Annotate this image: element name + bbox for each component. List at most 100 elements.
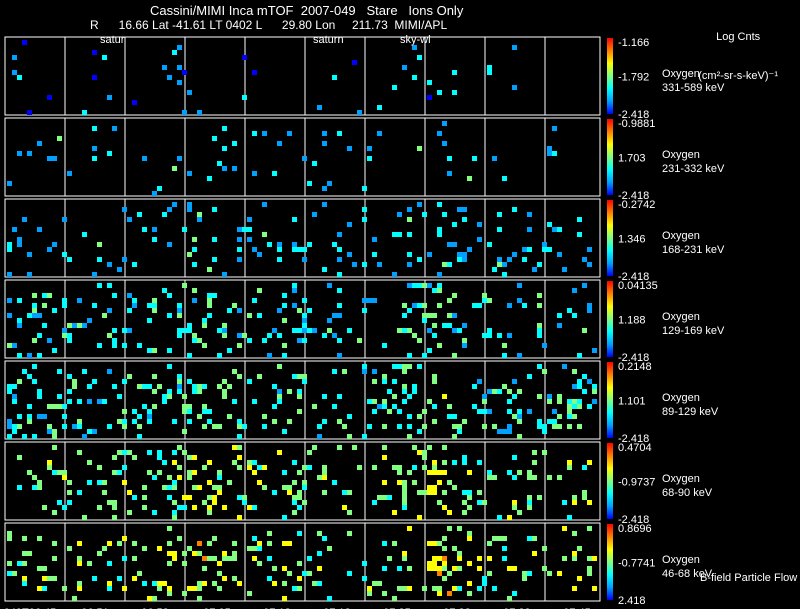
count-cell bbox=[382, 424, 387, 429]
count-cell bbox=[517, 409, 522, 414]
count-cell bbox=[212, 536, 217, 541]
count-cell bbox=[187, 379, 192, 384]
count-cell bbox=[537, 394, 542, 399]
count-cell bbox=[587, 308, 592, 313]
count-cell bbox=[302, 485, 307, 490]
count-cell bbox=[267, 541, 272, 546]
count-cell bbox=[362, 207, 367, 212]
count-cell bbox=[52, 445, 57, 450]
count-cell bbox=[317, 105, 322, 110]
count-cell bbox=[557, 252, 562, 257]
count-cell bbox=[337, 131, 342, 136]
count-cell bbox=[407, 217, 412, 222]
count-cell bbox=[417, 490, 422, 495]
count-cell bbox=[417, 515, 422, 520]
count-cell bbox=[127, 450, 132, 455]
count-cell bbox=[362, 561, 367, 566]
count-cell bbox=[7, 389, 12, 394]
count-cell bbox=[347, 571, 352, 576]
count-cell bbox=[402, 328, 407, 333]
count-cell bbox=[547, 399, 552, 404]
count-cell bbox=[362, 434, 367, 439]
count-cell bbox=[247, 505, 252, 510]
count-cell bbox=[362, 308, 367, 313]
count-cell bbox=[152, 348, 157, 353]
count-cell bbox=[392, 404, 397, 409]
count-cell bbox=[237, 434, 242, 439]
count-cell bbox=[227, 480, 232, 485]
count-cell bbox=[217, 161, 222, 166]
species-label: Oxygen bbox=[662, 311, 700, 323]
count-cell bbox=[572, 531, 577, 536]
count-cell bbox=[487, 470, 492, 475]
count-cell bbox=[542, 369, 547, 374]
count-cell bbox=[527, 536, 532, 541]
count-cell bbox=[247, 465, 252, 470]
species-label: Oxygen bbox=[662, 392, 700, 404]
count-cell bbox=[22, 561, 27, 566]
count-cell bbox=[347, 531, 352, 536]
count-cell bbox=[517, 414, 522, 419]
count-cell bbox=[397, 364, 402, 369]
count-cell bbox=[132, 419, 137, 424]
count-cell bbox=[17, 561, 22, 566]
count-cell bbox=[97, 480, 102, 485]
count-cell bbox=[207, 298, 212, 303]
count-cell bbox=[562, 364, 567, 369]
count-cell bbox=[212, 581, 217, 586]
count-cell bbox=[17, 424, 22, 429]
count-cell bbox=[242, 495, 247, 500]
count-cell bbox=[587, 247, 592, 252]
count-cell bbox=[187, 546, 192, 551]
count-cell bbox=[67, 323, 72, 328]
count-cell bbox=[447, 591, 452, 596]
count-cell bbox=[297, 586, 302, 591]
count-cell bbox=[182, 591, 187, 596]
count-cell bbox=[257, 561, 262, 566]
count-cell bbox=[462, 500, 467, 505]
count-cell bbox=[402, 490, 407, 495]
count-cell bbox=[417, 55, 422, 60]
count-cell bbox=[282, 581, 287, 586]
count-cell bbox=[417, 450, 422, 455]
count-cell bbox=[117, 394, 122, 399]
count-cell bbox=[217, 475, 222, 480]
count-cell bbox=[87, 429, 92, 434]
count-cell bbox=[572, 495, 577, 500]
count-cell bbox=[262, 202, 267, 207]
count-cell bbox=[12, 343, 17, 348]
count-cell bbox=[7, 424, 12, 429]
count-cell bbox=[127, 490, 132, 495]
count-cell bbox=[587, 303, 592, 308]
colorbar-max-label: -1.166 bbox=[618, 37, 649, 49]
count-cell bbox=[327, 283, 332, 288]
count-cell bbox=[227, 308, 232, 313]
count-cell bbox=[217, 485, 222, 490]
count-cell bbox=[392, 364, 397, 369]
count-cell bbox=[77, 556, 82, 561]
count-cell bbox=[527, 247, 532, 252]
count-cell bbox=[282, 318, 287, 323]
count-cell bbox=[522, 247, 527, 252]
colorbar-units: Log Cnts (cm²-sr-s-keV)⁻¹ bbox=[698, 5, 778, 96]
count-cell bbox=[182, 404, 187, 409]
count-cell bbox=[37, 353, 42, 358]
count-cell bbox=[117, 419, 122, 424]
count-cell bbox=[212, 495, 217, 500]
count-cell bbox=[437, 303, 442, 308]
count-cell bbox=[67, 374, 72, 379]
count-cell bbox=[152, 308, 157, 313]
count-cell bbox=[442, 546, 447, 551]
count-cell bbox=[197, 596, 202, 601]
count-cell bbox=[42, 293, 47, 298]
count-cell bbox=[407, 232, 412, 237]
count-cell bbox=[277, 399, 282, 404]
count-cell bbox=[372, 369, 377, 374]
colorbar-min-label: -2.418 bbox=[618, 514, 649, 526]
count-cell bbox=[422, 303, 427, 308]
count-cell bbox=[572, 500, 577, 505]
count-cell bbox=[512, 414, 517, 419]
count-cell bbox=[207, 505, 212, 510]
count-cell bbox=[62, 328, 67, 333]
count-cell bbox=[87, 318, 92, 323]
